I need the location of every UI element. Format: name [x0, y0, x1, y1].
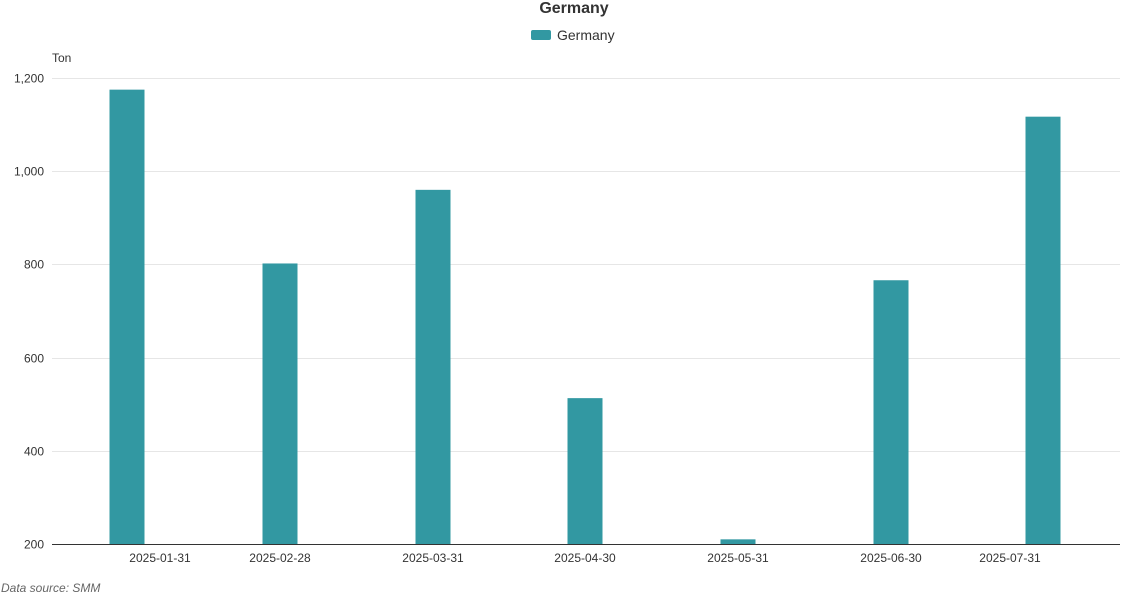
legend[interactable]: Germany [531, 27, 615, 43]
bar-2025-01-31[interactable] [109, 89, 145, 545]
x-tick-label: 2025-03-31 [402, 551, 464, 565]
legend-label: Germany [557, 27, 615, 43]
legend-swatch [531, 30, 551, 40]
y-axis-unit: Ton [52, 51, 71, 65]
y-tick-label: 800 [24, 258, 44, 272]
data-source-note: Data source: SMM [1, 581, 101, 595]
y-tick-label: 1,000 [14, 165, 44, 179]
bar-2025-02-28[interactable] [262, 263, 298, 544]
y-axis-ticks: 200 400 600 800 1,000 1,200 [14, 72, 44, 552]
x-axis-ticks: 2025-01-31 2025-02-28 2025-03-31 2025-04-30… [129, 551, 1041, 565]
x-tick-label: 2025-05-31 [707, 551, 769, 565]
x-tick-label: 2025-02-28 [249, 551, 311, 565]
bar-2025-06-30[interactable] [873, 280, 909, 544]
bar-2025-07-31[interactable] [1025, 116, 1061, 544]
grid-lines [52, 78, 1120, 452]
y-tick-label: 600 [24, 352, 44, 366]
bar-2025-04-30[interactable] [567, 398, 603, 544]
bar-2025-05-31[interactable] [720, 539, 756, 544]
x-tick-label: 2025-04-30 [554, 551, 616, 565]
x-tick-label: 2025-06-30 [860, 551, 922, 565]
chart-title: Germany [539, 0, 608, 17]
bar-2025-03-31[interactable] [415, 189, 451, 544]
y-tick-label: 1,200 [14, 72, 44, 86]
y-tick-label: 200 [24, 538, 44, 552]
y-tick-label: 400 [24, 445, 44, 459]
x-tick-label: 2025-07-31 [979, 551, 1041, 565]
x-tick-label: 2025-01-31 [129, 551, 191, 565]
bars [109, 89, 1061, 545]
